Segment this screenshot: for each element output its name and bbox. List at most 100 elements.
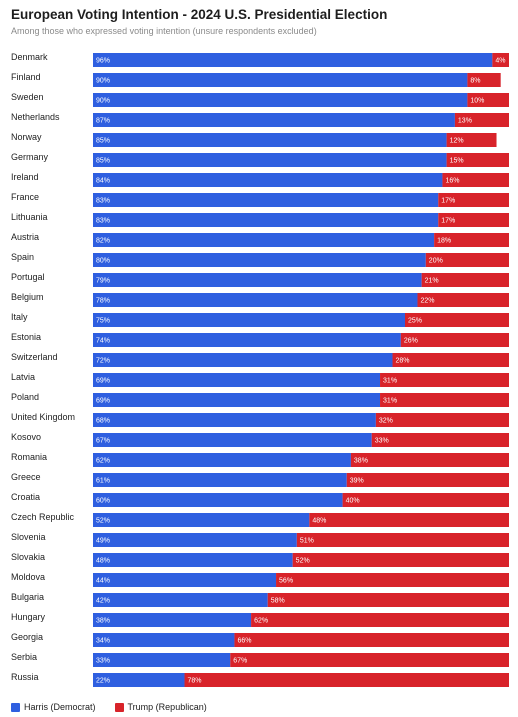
value-label-trump-austria: 18%	[437, 237, 451, 244]
bar-trump-finland	[467, 73, 501, 87]
country-label-latvia: Latvia	[11, 372, 35, 382]
country-label-georgia: Georgia	[11, 632, 43, 642]
country-label-united-kingdom: United Kingdom	[11, 412, 75, 422]
bar-trump-austria	[434, 233, 509, 247]
country-label-kosovo: Kosovo	[11, 432, 41, 442]
bar-trump-moldova	[276, 573, 509, 587]
value-label-harris-portugal: 79%	[96, 277, 110, 284]
bar-harris-estonia	[93, 333, 401, 347]
bar-trump-romania	[350, 453, 509, 467]
value-label-harris-sweden: 90%	[96, 97, 110, 104]
country-label-france: France	[11, 192, 39, 202]
value-label-harris-greece: 61%	[96, 477, 110, 484]
legend-swatch-trump	[114, 702, 124, 712]
bar-trump-sweden	[467, 93, 509, 107]
bar-harris-bulgaria	[93, 593, 268, 607]
value-label-trump-germany: 15%	[450, 157, 464, 164]
value-label-harris-germany: 85%	[96, 157, 110, 164]
country-label-belgium: Belgium	[11, 292, 44, 302]
value-label-trump-sweden: 10%	[470, 97, 484, 104]
bar-harris-denmark	[93, 53, 493, 67]
country-label-estonia: Estonia	[11, 332, 41, 342]
legend-label-harris: Harris (Democrat)	[24, 702, 96, 712]
value-label-harris-united-kingdom: 68%	[96, 417, 110, 424]
bar-trump-latvia	[380, 373, 509, 387]
bar-harris-ireland	[93, 173, 443, 187]
country-label-denmark: Denmark	[11, 52, 48, 62]
bar-harris-belgium	[93, 293, 418, 307]
value-label-harris-georgia: 34%	[96, 637, 110, 644]
value-label-harris-finland: 90%	[96, 77, 110, 84]
value-label-trump-italy: 25%	[408, 317, 422, 324]
bar-trump-norway	[446, 133, 497, 147]
country-label-croatia: Croatia	[11, 492, 40, 502]
value-label-harris-poland: 69%	[96, 397, 110, 404]
country-label-slovakia: Slovakia	[11, 552, 45, 562]
country-label-switzerland: Switzerland	[11, 352, 58, 362]
bar-trump-united-kingdom	[375, 413, 509, 427]
bar-harris-hungary	[93, 613, 252, 627]
value-label-harris-slovenia: 49%	[96, 537, 110, 544]
bar-trump-hungary	[251, 613, 509, 627]
bar-trump-switzerland	[392, 353, 509, 367]
value-label-harris-kosovo: 67%	[96, 437, 110, 444]
bar-harris-spain	[93, 253, 426, 267]
legend-swatch-harris	[11, 702, 20, 712]
country-label-austria: Austria	[11, 232, 39, 242]
country-label-moldova: Moldova	[11, 572, 45, 582]
bar-trump-croatia	[342, 493, 509, 507]
value-label-trump-hungary: 62%	[254, 617, 268, 624]
value-label-trump-slovenia: 51%	[300, 537, 314, 544]
value-label-harris-russia: 22%	[96, 677, 110, 684]
bar-harris-slovakia	[93, 553, 293, 567]
bar-trump-denmark	[492, 53, 509, 67]
bar-harris-czech-republic	[93, 513, 310, 527]
country-label-italy: Italy	[11, 312, 28, 322]
value-label-trump-belgium: 22%	[420, 297, 434, 304]
legend-label-trump: Trump (Republican)	[127, 702, 207, 712]
bar-trump-netherlands	[454, 113, 509, 127]
value-label-harris-romania: 62%	[96, 457, 110, 464]
chart-title: European Voting Intention - 2024 U.S. Pr…	[11, 7, 388, 22]
value-label-trump-serbia: 67%	[233, 657, 247, 664]
value-label-trump-spain: 20%	[429, 257, 443, 264]
bar-harris-switzerland	[93, 353, 393, 367]
value-label-harris-slovakia: 48%	[96, 557, 110, 564]
value-label-harris-serbia: 33%	[96, 657, 110, 664]
value-label-trump-moldova: 56%	[279, 577, 293, 584]
value-label-harris-denmark: 96%	[96, 57, 110, 64]
country-label-slovenia: Slovenia	[11, 532, 46, 542]
bar-harris-united-kingdom	[93, 413, 376, 427]
value-label-harris-norway: 85%	[96, 137, 110, 144]
value-label-harris-ireland: 84%	[96, 177, 110, 184]
bar-trump-serbia	[230, 653, 509, 667]
bar-trump-greece	[346, 473, 509, 487]
bar-harris-germany	[93, 153, 447, 167]
value-label-trump-estonia: 26%	[404, 337, 418, 344]
country-label-lithuania: Lithuania	[11, 212, 48, 222]
value-label-trump-czech-republic: 48%	[312, 517, 326, 524]
value-label-harris-bulgaria: 42%	[96, 597, 110, 604]
value-label-trump-france: 17%	[441, 197, 455, 204]
value-label-harris-moldova: 44%	[96, 577, 110, 584]
value-label-harris-italy: 75%	[96, 317, 110, 324]
value-label-trump-netherlands: 13%	[458, 117, 472, 124]
country-label-spain: Spain	[11, 252, 34, 262]
value-label-harris-czech-republic: 52%	[96, 517, 110, 524]
bar-harris-kosovo	[93, 433, 372, 447]
bar-trump-germany	[446, 153, 509, 167]
bar-trump-italy	[405, 313, 509, 327]
country-label-czech-republic: Czech Republic	[11, 512, 75, 522]
bar-trump-czech-republic	[309, 513, 509, 527]
country-label-finland: Finland	[11, 72, 41, 82]
bar-harris-poland	[93, 393, 381, 407]
value-label-trump-united-kingdom: 32%	[379, 417, 393, 424]
bar-harris-croatia	[93, 493, 343, 507]
bar-harris-portugal	[93, 273, 422, 287]
country-label-portugal: Portugal	[11, 272, 45, 282]
value-label-trump-norway: 12%	[450, 137, 464, 144]
bar-harris-austria	[93, 233, 435, 247]
value-label-trump-poland: 31%	[383, 397, 397, 404]
bar-harris-lithuania	[93, 213, 439, 227]
value-label-harris-austria: 82%	[96, 237, 110, 244]
